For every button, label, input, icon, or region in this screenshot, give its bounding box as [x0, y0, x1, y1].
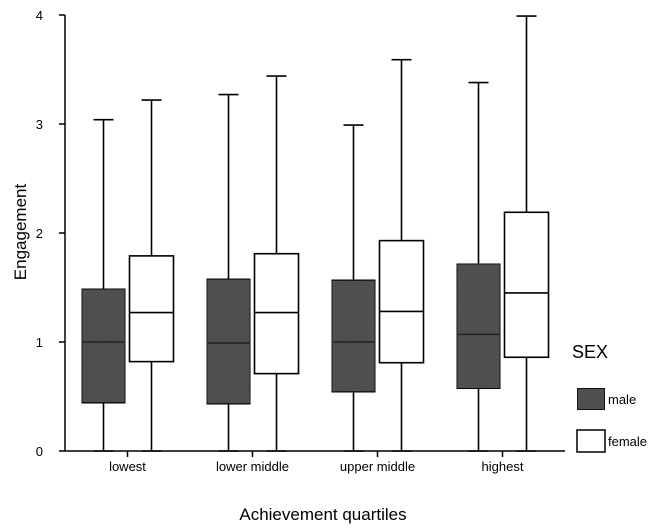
legend-label-male: male	[608, 392, 636, 407]
box-female-2	[378, 58, 425, 452]
y-tick-label: 4	[36, 8, 43, 23]
y-tick-label: 3	[36, 117, 43, 132]
box-body	[205, 277, 252, 405]
x-tick-label: lower middle	[216, 459, 289, 474]
x-tick-label: highest	[482, 459, 524, 474]
legend: SEX male female	[572, 342, 647, 453]
box-male-0	[80, 118, 127, 452]
x-axis: lowest lower middle upper middle highest	[65, 450, 565, 474]
box-female-0	[128, 99, 175, 452]
y-axis-title: Engagement	[11, 184, 30, 281]
legend-swatch-female	[576, 429, 606, 453]
y-axis: 0 1 2 3 4	[36, 8, 66, 459]
box-male-2	[330, 124, 377, 452]
box-body	[503, 211, 550, 359]
boxes	[80, 15, 550, 452]
box-female-3	[503, 15, 550, 452]
box-female-1	[253, 75, 300, 452]
box-body	[253, 252, 300, 375]
box-male-1	[205, 93, 252, 452]
x-axis-title: Achievement quartiles	[239, 505, 406, 524]
legend-title: SEX	[572, 342, 608, 362]
y-tick-label: 1	[36, 335, 43, 350]
y-tick-label: 2	[36, 226, 43, 241]
box-body	[330, 279, 377, 393]
box-body	[455, 262, 502, 390]
box-body	[80, 287, 127, 404]
legend-swatch-male	[576, 387, 606, 411]
legend-label-female: female	[608, 434, 647, 449]
box-male-3	[455, 81, 502, 452]
x-tick-label: upper middle	[340, 459, 415, 474]
box-body	[378, 239, 425, 364]
y-tick-label: 0	[36, 444, 43, 459]
x-tick-label: lowest	[109, 459, 146, 474]
box-body	[128, 255, 175, 363]
